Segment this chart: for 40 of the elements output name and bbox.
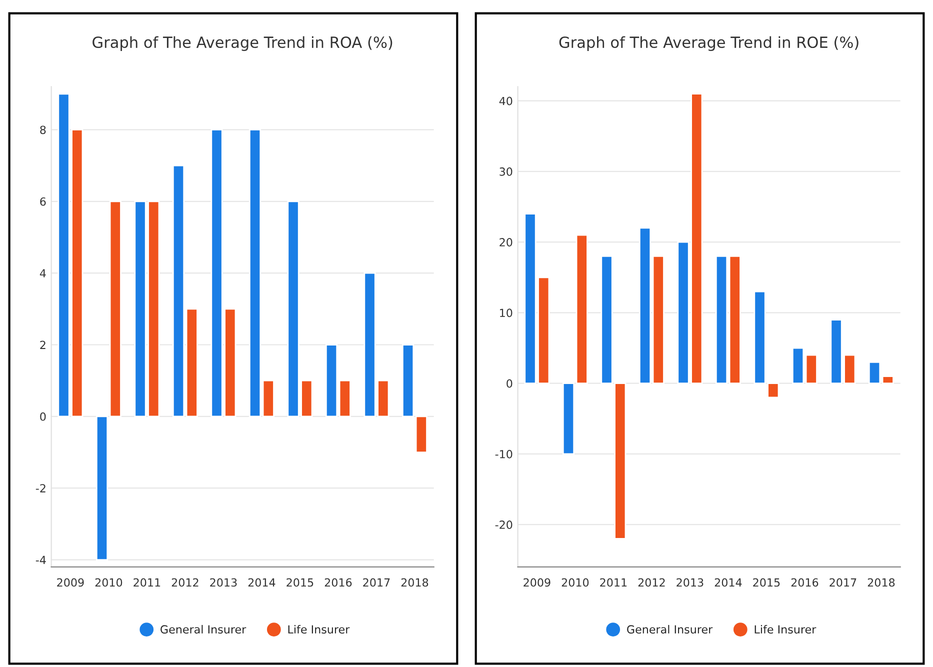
x-tick-label: 2014 (248, 578, 276, 587)
chart-title: Graph of The Average Trend in ROA (%) (92, 36, 392, 51)
x-tick-label: 2018 (868, 578, 895, 587)
y-tick-label: 8 (40, 126, 46, 134)
x-tick-label: 2015 (753, 578, 780, 587)
x-tick-label: 2012 (638, 578, 665, 587)
x-tick-label: 2012 (172, 578, 198, 587)
legend-label: Life Insurer (288, 624, 350, 634)
y-tick-label: 0 (506, 379, 512, 388)
y-tick-label: 2 (40, 340, 46, 349)
legend-label: General Insurer (627, 624, 713, 634)
y-tick-label: 10 (500, 308, 512, 318)
x-tick-label: 2010 (95, 578, 122, 587)
y-tick-label: -10 (495, 450, 512, 458)
x-tick-label: 2009 (524, 578, 550, 587)
x-tick-label: 2010 (562, 578, 589, 587)
legend-label: Life Insurer (754, 624, 816, 634)
y-tick-label: -4 (36, 556, 46, 564)
x-tick-label: 2018 (401, 578, 428, 587)
x-tick-label: 2009 (57, 578, 84, 587)
x-tick-label: 2013 (676, 578, 704, 587)
y-tick-label: -2 (36, 484, 46, 492)
y-tick-label: 6 (40, 197, 46, 206)
legend-label: General Insurer (160, 624, 246, 634)
y-tick-label: 20 (500, 238, 512, 246)
x-tick-label: 2016 (324, 578, 352, 587)
x-tick-label: 2016 (791, 578, 818, 587)
x-tick-label: 2011 (600, 578, 627, 587)
x-tick-label: 2015 (286, 578, 314, 587)
y-tick-label: 30 (500, 167, 512, 176)
y-tick-label: 4 (40, 269, 46, 278)
y-tick-label: 0 (40, 412, 46, 421)
x-tick-label: 2011 (134, 578, 160, 587)
chart-title: Graph of The Average Trend in ROE (%) (559, 36, 858, 51)
y-tick-label: -20 (495, 520, 512, 529)
x-tick-label: 2014 (714, 578, 742, 587)
x-tick-label: 2017 (830, 578, 856, 587)
y-tick-label: 40 (499, 96, 512, 106)
x-tick-label: 2013 (210, 578, 237, 587)
x-tick-label: 2017 (363, 578, 390, 587)
